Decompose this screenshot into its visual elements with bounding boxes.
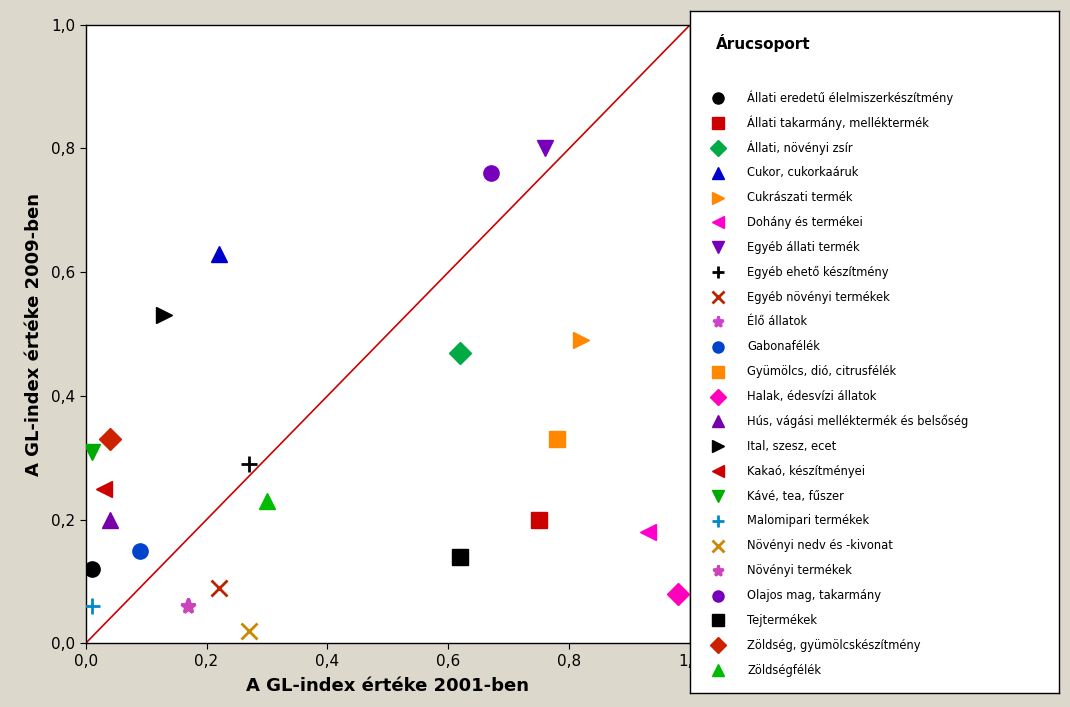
Text: Dohány és termékei: Dohány és termékei bbox=[747, 216, 863, 229]
Text: Egyéb növényi termékek: Egyéb növényi termékek bbox=[747, 291, 890, 303]
Text: Növényi termékek: Növényi termékek bbox=[747, 564, 852, 577]
Text: Árucsoport: Árucsoport bbox=[716, 35, 811, 52]
Y-axis label: A GL-index értéke 2009-ben: A GL-index értéke 2009-ben bbox=[25, 192, 43, 476]
Text: Cukrászati termék: Cukrászati termék bbox=[747, 191, 853, 204]
Text: Élő állatok: Élő állatok bbox=[747, 315, 808, 329]
Text: Ital, szesz, ecet: Ital, szesz, ecet bbox=[747, 440, 837, 452]
Text: Növényi nedv és -kivonat: Növényi nedv és -kivonat bbox=[747, 539, 893, 552]
Text: Halak, édesvízi állatok: Halak, édesvízi állatok bbox=[747, 390, 876, 403]
Text: Zöldségfélék: Zöldségfélék bbox=[747, 664, 822, 677]
Text: Tejtermékek: Tejtermékek bbox=[747, 614, 817, 627]
Text: Olajos mag, takarmány: Olajos mag, takarmány bbox=[747, 589, 882, 602]
Text: Cukor, cukorkaáruk: Cukor, cukorkaáruk bbox=[747, 166, 859, 179]
Text: Egyéb állati termék: Egyéb állati termék bbox=[747, 241, 860, 254]
Text: Állati eredetű élelmiszerkészítmény: Állati eredetű élelmiszerkészítmény bbox=[747, 90, 953, 105]
Text: Állati, növényi zsír: Állati, növényi zsír bbox=[747, 141, 853, 155]
Text: Egyéb ehető készítmény: Egyéb ehető készítmény bbox=[747, 266, 889, 279]
X-axis label: A GL-index értéke 2001-ben: A GL-index értéke 2001-ben bbox=[246, 677, 530, 695]
Text: Kávé, tea, fűszer: Kávé, tea, fűszer bbox=[747, 489, 844, 503]
Text: Állati takarmány, melléktermék: Állati takarmány, melléktermék bbox=[747, 116, 929, 130]
Text: Hús, vágási melléktermék és belsőség: Hús, vágási melléktermék és belsőség bbox=[747, 415, 968, 428]
Text: Gyümölcs, dió, citrusfélék: Gyümölcs, dió, citrusfélék bbox=[747, 366, 897, 378]
Text: Zöldség, gyümölcskészítmény: Zöldség, gyümölcskészítmény bbox=[747, 639, 921, 652]
Text: Gabonafélék: Gabonafélék bbox=[747, 340, 821, 354]
Text: Kakaó, készítményei: Kakaó, készítményei bbox=[747, 464, 866, 478]
Text: Malomipari termékek: Malomipari termékek bbox=[747, 515, 870, 527]
